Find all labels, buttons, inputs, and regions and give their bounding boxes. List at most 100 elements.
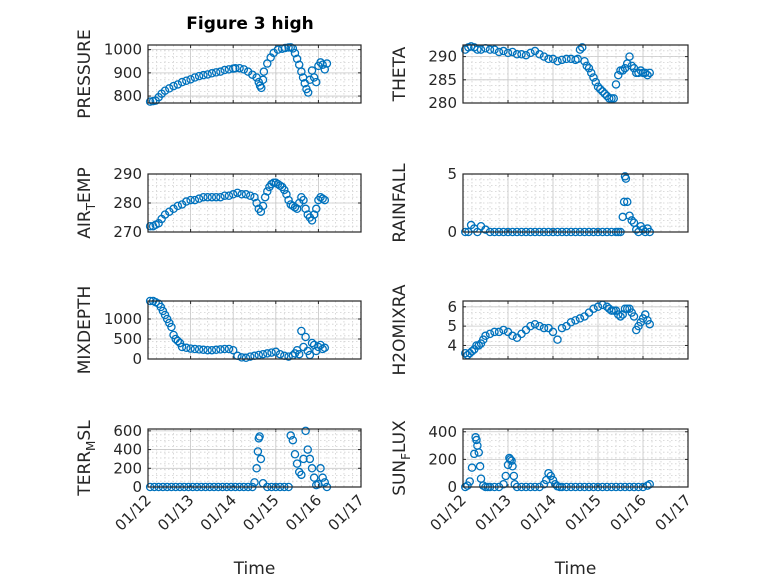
- data-point: [611, 80, 621, 89]
- y-axis-label-part: F: [399, 453, 413, 460]
- data-point: [186, 195, 195, 205]
- y-tick-label: 600: [113, 422, 142, 440]
- data-point: [237, 353, 246, 362]
- data-point: [548, 327, 558, 337]
- data-point: [499, 46, 508, 56]
- data-point: [256, 454, 266, 464]
- data-point: [245, 191, 255, 200]
- data-point: [216, 345, 225, 354]
- data-point: [239, 65, 249, 74]
- y-tick-label: 0: [132, 478, 142, 496]
- data-point: [485, 329, 495, 339]
- axes-frame: [147, 44, 362, 104]
- data-point: [503, 48, 513, 58]
- data-point: [228, 190, 238, 199]
- data-point: [619, 197, 629, 207]
- data-point: [241, 190, 251, 199]
- data-point: [216, 192, 225, 202]
- data-point: [526, 48, 535, 58]
- y-axis-label-part: MIXDEPTH: [75, 286, 95, 375]
- data-point: [474, 448, 483, 457]
- data-point: [557, 323, 567, 333]
- data-point: [535, 321, 544, 331]
- data-point: [284, 195, 293, 205]
- data-point: [253, 447, 263, 456]
- data-point: [584, 63, 594, 73]
- data-point: [320, 343, 330, 353]
- data-point: [589, 73, 598, 82]
- data-point: [316, 58, 325, 67]
- data-point: [593, 82, 603, 92]
- data-point: [290, 203, 300, 212]
- y-tick-label: 400: [113, 441, 142, 459]
- data-point: [643, 70, 652, 80]
- data-point: [271, 178, 281, 187]
- data-point: [614, 70, 623, 80]
- y-axis-label-part: THETA: [390, 46, 410, 102]
- data-point: [267, 179, 276, 189]
- y-tick-label: 200: [428, 450, 457, 468]
- data-point: [231, 63, 240, 73]
- data-point: [575, 314, 585, 323]
- data-point: [275, 181, 285, 190]
- data-point: [256, 207, 266, 216]
- data-point: [160, 310, 170, 320]
- data-point: [207, 192, 217, 202]
- data-point: [512, 50, 522, 59]
- data-point: [199, 345, 208, 355]
- data-point: [521, 50, 531, 60]
- y-tick-label: 0: [132, 350, 142, 368]
- data-point: [473, 45, 482, 54]
- subplot-grid: 800 900 1000 PRESSURE 280 285 290 THETA 270 280 29…: [75, 29, 695, 579]
- data-point: [173, 80, 183, 89]
- data-point: [623, 197, 632, 207]
- data-point: [175, 338, 185, 348]
- data-point: [233, 188, 242, 198]
- data-point: [258, 201, 268, 211]
- data-point: [156, 302, 166, 312]
- data-point: [320, 195, 330, 205]
- data-point: [190, 73, 200, 82]
- axes-frame: [147, 300, 362, 360]
- data-point: [297, 326, 306, 336]
- data-point: [618, 66, 628, 75]
- data-point: [318, 194, 327, 203]
- y-tick-label: 400: [428, 423, 457, 441]
- data-point: [169, 81, 178, 91]
- data-point: [207, 345, 217, 355]
- data-point: [145, 221, 155, 231]
- data-point: [165, 207, 174, 216]
- data-point: [490, 45, 499, 54]
- data-point: [292, 204, 302, 214]
- data-point: [199, 192, 208, 202]
- data-point: [508, 331, 517, 341]
- data-point: [224, 344, 234, 354]
- data-point: [309, 473, 319, 482]
- data-point: [546, 471, 556, 481]
- y-axis-label: PRESSURE: [75, 29, 95, 118]
- data-point: [288, 435, 298, 445]
- data-point: [645, 68, 655, 78]
- data-point: [207, 69, 217, 78]
- data-point: [301, 426, 310, 436]
- data-point: [535, 50, 544, 59]
- data-point: [490, 327, 499, 337]
- data-point: [203, 70, 212, 79]
- y-axis-label: SUNFLUX: [390, 420, 413, 496]
- data-point: [173, 336, 183, 346]
- data-point: [299, 195, 308, 205]
- data-point: [273, 179, 283, 189]
- data-point: [544, 54, 553, 64]
- data-point: [294, 349, 304, 359]
- data-point: [211, 345, 221, 355]
- data-point: [259, 67, 269, 76]
- y-tick-label: 0: [447, 223, 457, 241]
- data-point: [165, 84, 174, 93]
- y-axis-label: RAINFALL: [390, 163, 410, 243]
- data-point: [271, 347, 281, 357]
- data-point: [303, 88, 313, 97]
- data-point: [614, 310, 623, 319]
- axes-frame: [147, 428, 362, 488]
- data-point: [562, 54, 571, 64]
- data-point: [621, 174, 631, 183]
